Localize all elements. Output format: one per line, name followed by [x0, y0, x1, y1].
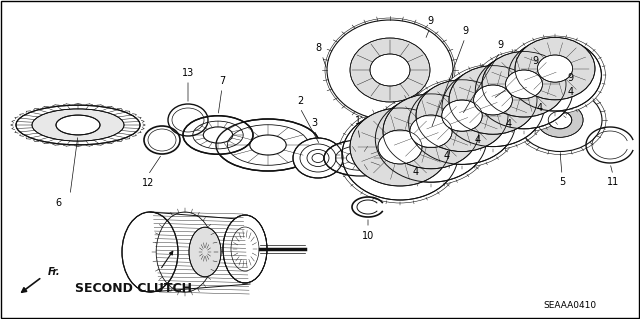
- Ellipse shape: [410, 115, 452, 148]
- Text: 6: 6: [55, 198, 61, 208]
- Ellipse shape: [509, 39, 602, 111]
- Ellipse shape: [189, 227, 221, 277]
- Text: 3: 3: [311, 118, 317, 128]
- Ellipse shape: [442, 67, 544, 147]
- Text: 1: 1: [355, 116, 361, 126]
- Ellipse shape: [338, 107, 462, 203]
- Ellipse shape: [325, 18, 455, 122]
- Ellipse shape: [537, 103, 583, 137]
- Ellipse shape: [409, 82, 515, 164]
- Ellipse shape: [474, 85, 513, 115]
- Ellipse shape: [515, 37, 595, 100]
- Text: 9: 9: [427, 16, 433, 26]
- Ellipse shape: [383, 94, 479, 169]
- Text: 4: 4: [474, 135, 481, 145]
- Ellipse shape: [471, 50, 577, 132]
- Text: 4: 4: [506, 119, 511, 129]
- Text: 13: 13: [182, 68, 194, 78]
- Ellipse shape: [449, 66, 537, 134]
- Text: 2: 2: [297, 96, 303, 106]
- Text: 4: 4: [536, 103, 543, 113]
- Ellipse shape: [223, 215, 267, 283]
- Text: 9: 9: [567, 73, 573, 83]
- Ellipse shape: [514, 85, 606, 154]
- Text: 10: 10: [362, 231, 374, 241]
- Ellipse shape: [32, 109, 124, 141]
- Text: 9: 9: [532, 56, 538, 66]
- Ellipse shape: [482, 52, 566, 117]
- Text: 12: 12: [142, 178, 154, 188]
- Ellipse shape: [16, 105, 140, 145]
- Ellipse shape: [293, 138, 343, 178]
- Text: 5: 5: [559, 177, 565, 187]
- Text: 4: 4: [568, 87, 573, 97]
- Ellipse shape: [56, 115, 100, 135]
- Ellipse shape: [370, 54, 410, 86]
- Ellipse shape: [350, 38, 430, 102]
- Ellipse shape: [476, 53, 573, 129]
- Ellipse shape: [122, 212, 178, 292]
- Ellipse shape: [548, 111, 572, 129]
- Ellipse shape: [350, 108, 450, 186]
- Text: 4: 4: [444, 151, 449, 161]
- Text: 4: 4: [412, 167, 419, 177]
- Text: SEAAA0410: SEAAA0410: [543, 300, 596, 309]
- Ellipse shape: [183, 116, 253, 154]
- Ellipse shape: [216, 119, 320, 171]
- Text: 11: 11: [607, 177, 619, 187]
- Ellipse shape: [324, 140, 396, 176]
- Ellipse shape: [375, 96, 486, 182]
- Ellipse shape: [442, 100, 483, 131]
- Ellipse shape: [371, 93, 491, 185]
- Ellipse shape: [378, 130, 422, 164]
- Ellipse shape: [538, 55, 573, 82]
- Ellipse shape: [506, 70, 543, 99]
- Ellipse shape: [504, 36, 605, 114]
- Text: Fr.: Fr.: [48, 267, 61, 277]
- Text: 9: 9: [497, 40, 503, 50]
- Text: 8: 8: [315, 43, 321, 53]
- Text: 7: 7: [219, 76, 225, 86]
- Ellipse shape: [438, 64, 548, 150]
- Text: SECOND CLUTCH: SECOND CLUTCH: [75, 281, 192, 294]
- Ellipse shape: [404, 78, 520, 167]
- Ellipse shape: [416, 80, 508, 152]
- Ellipse shape: [342, 110, 458, 200]
- Text: 9: 9: [462, 26, 468, 36]
